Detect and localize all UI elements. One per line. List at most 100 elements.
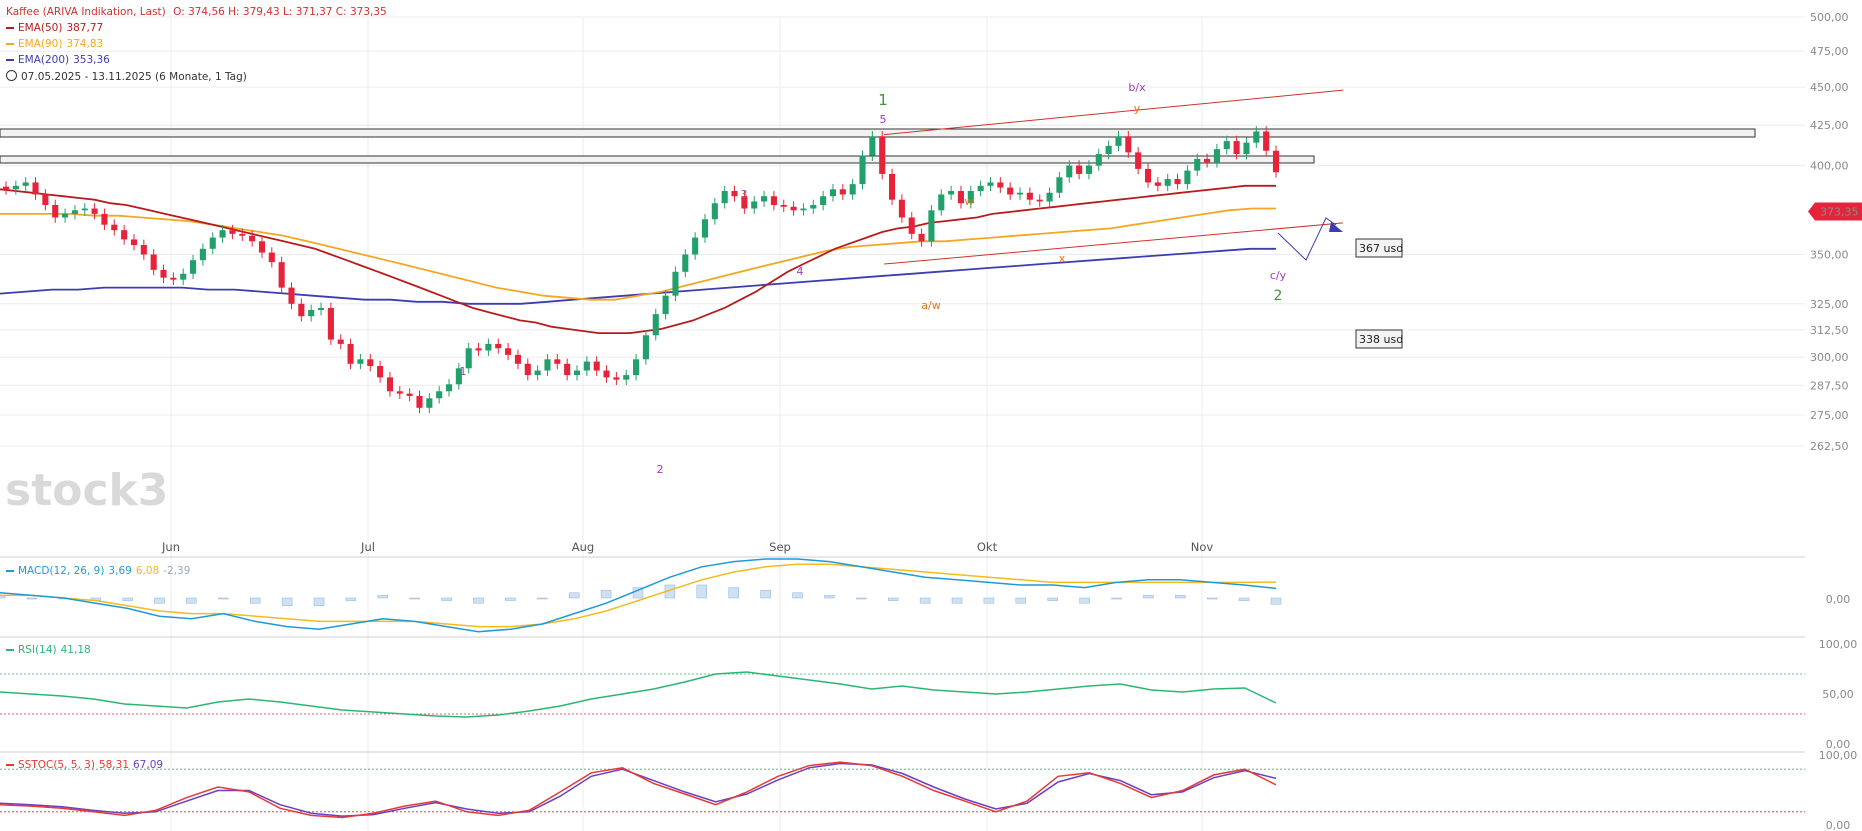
candle-body (701, 219, 709, 238)
candle-body (1007, 187, 1014, 195)
candle-body (544, 359, 551, 371)
candle-body (593, 361, 600, 371)
candle-body (652, 314, 659, 336)
candle-body (1184, 170, 1191, 185)
stoch-k-line (0, 761, 1277, 819)
candle-body (180, 273, 187, 280)
macd-histogram-bar (249, 597, 261, 604)
macd-histogram-bar (983, 597, 995, 604)
macd-histogram-bar (154, 597, 165, 604)
price-tick-label: 475,00 (1810, 45, 1849, 58)
candle-body (800, 208, 807, 211)
macd-histogram-bar (122, 597, 133, 601)
candle-body (573, 370, 581, 376)
candle-body (367, 359, 374, 367)
candle-body (199, 248, 206, 261)
candle-body (1204, 158, 1211, 163)
candle-body (377, 366, 384, 378)
rsi-tick-label: 100,00 (1819, 638, 1858, 651)
macd-histogram-bar (313, 597, 325, 607)
candle-body (485, 343, 492, 351)
candle-body (859, 155, 866, 185)
rsi-swatch (6, 649, 14, 651)
wave-label: a/w (921, 299, 940, 312)
macd-histogram-bar (824, 595, 835, 599)
candle-body (436, 391, 443, 399)
lower-trendline (883, 222, 1344, 265)
candle-body (150, 254, 157, 270)
candle-body (170, 277, 177, 280)
candle-body (534, 370, 541, 376)
macd-histogram-bar (728, 587, 739, 599)
candle-body (564, 363, 571, 376)
candle-body (957, 191, 965, 204)
candle-body (101, 213, 108, 225)
wave-label: 5 (880, 113, 887, 126)
wave-label: y (1134, 102, 1141, 115)
legend-macd: MACD(12, 26, 9) 3,69 6,08 -2,39 (6, 565, 194, 577)
ohlc-values: O: 374,56 H: 379,43 L: 371,37 C: 373,35 (173, 6, 387, 18)
macd-histogram-bar (696, 584, 708, 599)
macd-histogram-bar (1175, 595, 1186, 599)
candle-body (1213, 149, 1220, 163)
candle-body (140, 245, 147, 255)
legend-instrument: Kaffee (ARIVA Indikation, Last) O: 374,5… (6, 6, 391, 18)
candle-body (918, 233, 925, 242)
price-tick-label: 300,00 (1810, 351, 1849, 364)
wave-label: 2 (1274, 288, 1283, 304)
price-tick-label: 450,00 (1810, 81, 1849, 94)
price-tick-label: 350,00 (1810, 248, 1849, 261)
candle-body (780, 204, 787, 207)
legend-rsi: RSI(14) 41,18 (6, 644, 95, 656)
macd-histogram-bar (537, 597, 548, 600)
legend-ema90: EMA(90) 374,83 (6, 38, 107, 50)
grid-lines (0, 16, 1805, 831)
wave-label: c/y (1270, 269, 1287, 282)
stoch-k-value: 58,31 (98, 759, 129, 771)
candle-body (888, 173, 896, 200)
candle-body (209, 237, 216, 249)
macd-histogram-bar (600, 589, 612, 599)
wave-label: 4 (797, 265, 804, 278)
candle-body (426, 398, 433, 408)
candle-body (327, 307, 334, 340)
candle-body (1016, 192, 1024, 195)
candle-body (1046, 192, 1053, 202)
candle-body (505, 348, 512, 355)
candle-body (869, 136, 876, 156)
candle-body (997, 182, 1004, 188)
stoch-swatch (6, 764, 14, 766)
price-tick-label: 287,50 (1810, 379, 1849, 392)
candle-body (268, 252, 275, 263)
macd-histogram-bar (1143, 595, 1154, 599)
last-price-tag (1808, 202, 1862, 221)
macd-histogram-bar (1047, 597, 1058, 601)
candle-body (633, 359, 640, 376)
candle-body (1036, 199, 1043, 202)
ema50-line (0, 184, 1276, 334)
candle-body (337, 339, 344, 344)
candle-body (948, 191, 955, 195)
macd-histogram-bar (218, 597, 229, 600)
macd-histogram-bar (1111, 597, 1122, 600)
candle-body (1174, 179, 1181, 185)
candle-body (288, 287, 295, 304)
candle-body (229, 230, 236, 234)
candle-body (761, 196, 768, 202)
candle-body (1253, 131, 1260, 143)
macd-histogram-bar (441, 597, 452, 601)
candle-body (130, 239, 138, 246)
candle-body (455, 368, 462, 385)
candle-body (839, 189, 846, 195)
legend-stoch: SSTOC(5, 5, 3) 58,31 67,09 (6, 759, 167, 771)
candle-body (642, 335, 649, 360)
candle-body (898, 199, 905, 218)
price-level-box (1355, 329, 1403, 349)
ema200-swatch (6, 59, 14, 61)
candle-body (465, 348, 472, 369)
candle-body (524, 363, 531, 376)
candle-body (308, 309, 315, 317)
candle-body (967, 191, 974, 204)
